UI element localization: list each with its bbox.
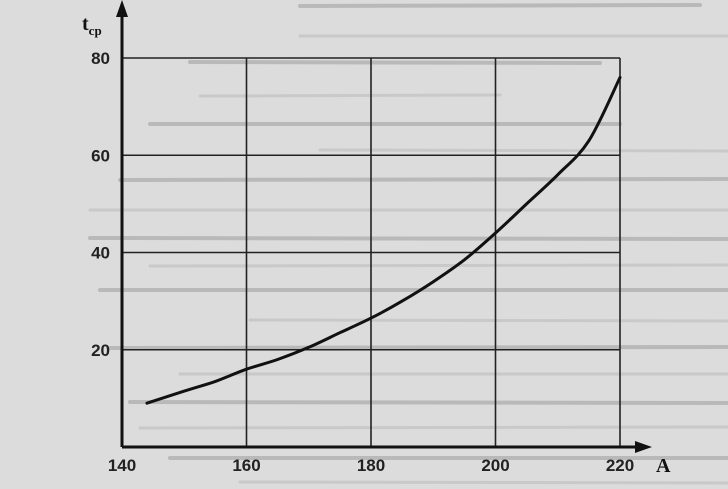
series-curve <box>145 76 622 405</box>
y-tick-label: 40 <box>91 244 110 263</box>
y-tick-label: 60 <box>91 146 110 165</box>
y-tick-label: 80 <box>91 49 110 68</box>
x-tick-label: 200 <box>481 456 509 475</box>
background-text-line <box>148 263 728 268</box>
background-text-line <box>248 318 728 323</box>
background-scanned-text <box>88 3 728 485</box>
background-text-line <box>138 425 728 430</box>
background-text-line <box>118 177 728 182</box>
background-text-line <box>198 93 502 98</box>
background-text-line <box>188 60 602 65</box>
y-tick-labels: 20 40 60 80 <box>91 49 110 360</box>
background-text-line <box>108 345 728 350</box>
y-tick-label: 20 <box>91 341 110 360</box>
background-text-line <box>298 3 702 8</box>
y-axis-label-subscript: ср <box>89 23 102 38</box>
y-axis-arrow-icon <box>116 0 128 17</box>
x-tick-labels: 140 160 180 200 220 <box>108 456 634 475</box>
y-axis-label: tср <box>82 13 102 38</box>
x-tick-label: 180 <box>357 456 385 475</box>
background-text-line <box>238 480 728 485</box>
axes <box>116 0 652 453</box>
x-tick-label: 220 <box>606 456 634 475</box>
x-tick-label: 140 <box>108 456 136 475</box>
background-text-line <box>318 148 728 153</box>
background-text-line <box>88 236 728 241</box>
grid <box>122 57 621 447</box>
background-text-line <box>128 400 728 405</box>
x-tick-label: 160 <box>232 456 260 475</box>
x-axis-label: A <box>656 455 671 477</box>
y-axis-label-main: t <box>82 13 89 35</box>
x-axis-arrow-icon <box>635 441 652 453</box>
